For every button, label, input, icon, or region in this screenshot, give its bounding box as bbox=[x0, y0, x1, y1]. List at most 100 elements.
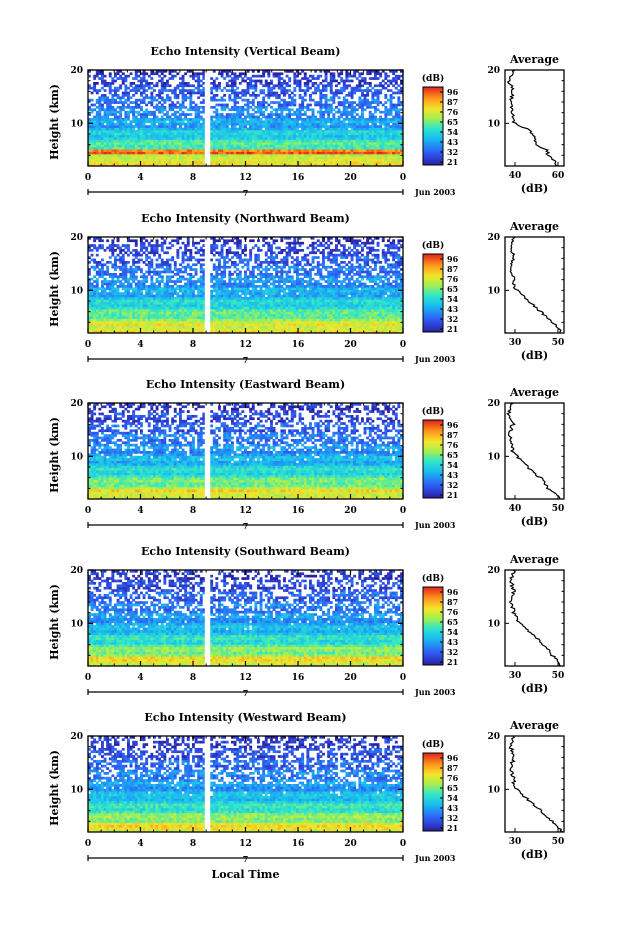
heatmap-cell bbox=[202, 323, 206, 327]
heatmap-cell bbox=[95, 328, 99, 331]
heatmap-cell bbox=[277, 149, 281, 152]
heatmap-cell bbox=[236, 149, 240, 152]
heatmap-cell bbox=[150, 163, 154, 167]
heatmap-cell bbox=[93, 132, 97, 136]
heatmap-cell bbox=[355, 328, 359, 331]
heatmap-cell bbox=[306, 139, 310, 143]
heatmap-cell bbox=[371, 325, 375, 329]
heatmap-cell bbox=[335, 142, 338, 145]
heatmap-cell bbox=[119, 149, 123, 152]
heatmap-cell bbox=[397, 151, 401, 155]
heatmap-cell bbox=[314, 311, 318, 315]
heatmap-cell bbox=[158, 154, 162, 157]
heatmap-cell bbox=[106, 130, 110, 133]
heatmap-cell bbox=[340, 163, 344, 167]
heatmap-cell bbox=[155, 120, 159, 124]
heatmap-cell bbox=[348, 122, 351, 126]
heatmap-cell bbox=[241, 130, 245, 133]
heatmap-cell bbox=[275, 146, 279, 150]
heatmap-cell bbox=[194, 139, 198, 143]
heatmap-cell bbox=[246, 309, 250, 312]
heatmap-cell bbox=[355, 113, 359, 116]
heatmap-cell bbox=[101, 330, 104, 334]
heatmap-cell bbox=[389, 318, 393, 322]
heatmap-cell bbox=[272, 86, 276, 90]
heatmap-cell bbox=[231, 137, 234, 140]
heatmap-cell bbox=[288, 142, 292, 145]
heatmap-cell bbox=[215, 328, 219, 331]
heatmap-cell bbox=[264, 122, 268, 126]
heatmap-cell bbox=[288, 144, 292, 148]
heatmap-cell bbox=[397, 132, 401, 136]
heatmap-cell bbox=[249, 163, 253, 167]
heatmap-cell bbox=[392, 70, 396, 73]
heatmap-cell bbox=[215, 158, 219, 162]
heatmap-cell bbox=[340, 77, 344, 80]
heatmap-cell bbox=[241, 313, 245, 317]
heatmap-cell bbox=[251, 142, 255, 145]
heatmap-cell bbox=[111, 125, 115, 128]
heatmap-cell bbox=[233, 74, 237, 78]
heatmap-cell bbox=[361, 125, 364, 128]
heatmap-cell bbox=[176, 323, 180, 327]
heatmap-cell bbox=[103, 142, 107, 145]
heatmap-cell bbox=[329, 91, 333, 95]
heatmap-cell bbox=[218, 122, 221, 126]
heatmap-cell bbox=[251, 74, 255, 78]
heatmap-cell bbox=[389, 103, 393, 107]
heatmap-cell bbox=[140, 108, 143, 112]
heatmap-cell bbox=[215, 321, 219, 324]
heatmap-cell bbox=[194, 120, 198, 124]
heatmap-cell bbox=[233, 161, 237, 164]
heatmap-cell bbox=[192, 154, 195, 157]
heatmap-cell bbox=[293, 118, 297, 121]
heatmap-cell bbox=[140, 161, 143, 164]
heatmap-cell bbox=[303, 311, 307, 315]
heatmap-cell bbox=[392, 120, 396, 124]
heatmap-cell bbox=[103, 101, 107, 104]
heatmap-cell bbox=[335, 325, 338, 329]
heatmap-cell bbox=[324, 156, 328, 160]
heatmap-cell bbox=[223, 118, 227, 121]
heatmap-cell bbox=[392, 158, 396, 162]
heatmap-cell bbox=[329, 316, 333, 319]
heatmap-cell bbox=[176, 122, 180, 126]
heatmap-cell bbox=[225, 120, 229, 124]
heatmap-cell bbox=[155, 70, 159, 73]
heatmap-cell bbox=[202, 86, 206, 90]
heatmap-cell bbox=[355, 137, 359, 140]
heatmap-cell bbox=[368, 118, 372, 121]
heatmap-cell bbox=[93, 316, 97, 319]
heatmap-cell bbox=[246, 316, 250, 319]
heatmap-cell bbox=[288, 318, 292, 322]
heatmap-cell bbox=[127, 321, 130, 324]
heatmap-cell bbox=[358, 96, 362, 100]
heatmap-cell bbox=[119, 142, 123, 145]
heatmap-cell bbox=[173, 146, 177, 150]
heatmap-cell bbox=[106, 328, 110, 331]
heatmap-cell bbox=[199, 72, 203, 76]
heatmap-cell bbox=[108, 325, 112, 329]
heatmap-cell bbox=[129, 163, 133, 167]
heatmap-cell bbox=[241, 330, 245, 334]
heatmap-cell bbox=[158, 158, 162, 162]
heatmap-cell bbox=[93, 82, 97, 85]
heatmap-cell bbox=[199, 318, 203, 322]
heatmap-cell bbox=[288, 313, 292, 317]
heatmap-cell bbox=[171, 158, 175, 162]
heatmap-cell bbox=[394, 86, 398, 90]
heatmap-cell bbox=[394, 161, 398, 164]
heatmap-cell bbox=[215, 118, 219, 121]
heatmap-cell bbox=[374, 149, 377, 152]
heatmap-cell bbox=[231, 91, 234, 95]
heatmap-cell bbox=[275, 101, 279, 104]
heatmap-cell bbox=[199, 325, 203, 329]
heatmap-cell bbox=[210, 125, 214, 128]
heatmap-cell bbox=[374, 323, 377, 327]
heatmap-cell bbox=[231, 122, 234, 126]
heatmap-cell bbox=[192, 74, 195, 78]
heatmap-cell bbox=[228, 84, 232, 88]
heatmap-cell bbox=[394, 325, 398, 329]
heatmap-cell bbox=[285, 156, 289, 160]
heatmap-cell bbox=[223, 311, 227, 315]
